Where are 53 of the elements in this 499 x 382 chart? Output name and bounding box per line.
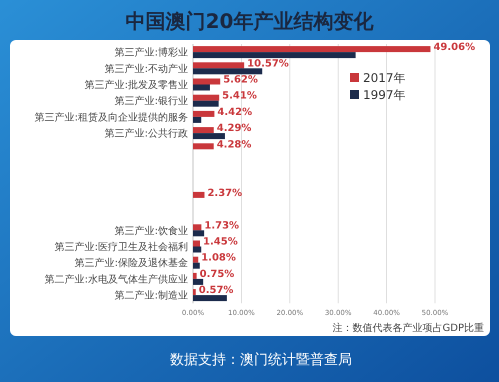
bar xyxy=(193,289,196,296)
bar xyxy=(193,68,262,74)
data-label: 4.42% xyxy=(217,106,252,118)
bar xyxy=(193,100,219,107)
data-label: 49.06% xyxy=(433,42,476,54)
bar xyxy=(193,62,244,68)
y-tick-label: 第三产业:不动产业 xyxy=(104,62,188,75)
data-label: 5.62% xyxy=(223,74,258,86)
legend-label: 2017年 xyxy=(363,71,406,85)
bar xyxy=(193,133,225,140)
bar xyxy=(193,224,202,230)
y-tick-label: 第二产业:制造业 xyxy=(114,290,188,302)
y-tick-label: 第三产业:博彩业 xyxy=(114,46,188,59)
data-label: 4.28% xyxy=(216,139,252,150)
data-label: 10.57% xyxy=(247,58,289,70)
legend-label: 1997年 xyxy=(363,88,406,102)
bar xyxy=(193,256,198,263)
bar xyxy=(193,84,210,90)
bar xyxy=(193,52,356,58)
bar xyxy=(193,295,227,302)
data-label: 1.45% xyxy=(203,236,238,248)
bar xyxy=(193,46,430,52)
y-tick-label: 第三产业:保险及退休基金 xyxy=(74,257,188,270)
data-label: 0.57% xyxy=(198,285,234,296)
text: 注：数值代表各产业项占GDP比重 xyxy=(332,322,484,334)
data-label: 2.37% xyxy=(207,188,242,199)
bar xyxy=(193,116,202,123)
data-label: 0.75% xyxy=(200,268,234,280)
data-label: 5.41% xyxy=(222,90,257,102)
chart-title: 中国澳门20年产业结构变化 xyxy=(126,9,374,33)
data-label: 1.73% xyxy=(204,220,240,232)
bar xyxy=(193,192,204,198)
bar xyxy=(193,78,220,84)
y-tick-label: 第三产业:医疗卫生及社会福利 xyxy=(54,241,188,253)
bar xyxy=(193,94,220,101)
bar xyxy=(193,240,200,246)
data-label: 4.29% xyxy=(216,123,252,134)
data-label: 1.08% xyxy=(201,252,236,264)
bar xyxy=(193,278,204,285)
bar xyxy=(193,272,197,279)
y-tick-label: 第三产业:饮食业 xyxy=(114,224,188,237)
bar xyxy=(193,262,200,269)
bar xyxy=(193,143,214,150)
bar xyxy=(193,110,214,117)
text: 数据支持：澳门统计暨普查局 xyxy=(170,351,352,368)
bar xyxy=(193,127,214,134)
y-tick-label: 第三产业:银行业 xyxy=(114,95,188,108)
y-tick-label: 第二产业:水电及气体生产供应业 xyxy=(44,273,188,286)
y-tick-label: 第三产业:批发及零售业 xyxy=(84,79,188,91)
y-tick-label: 第三产业:租赁及向企业提供的服务 xyxy=(34,111,188,124)
y-tick-label: 第三产业:公共行政 xyxy=(104,128,188,140)
bar xyxy=(193,246,202,252)
bar xyxy=(193,230,204,236)
